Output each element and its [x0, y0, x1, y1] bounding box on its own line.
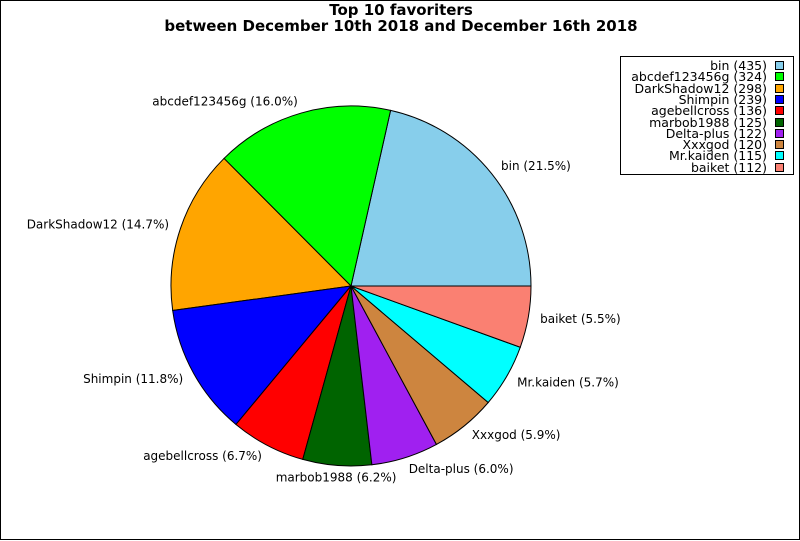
- pie-label-shimpin: Shimpin (11.8%): [83, 372, 183, 386]
- pie-slice-abcdef123456g: [223, 105, 392, 287]
- legend-swatch: [775, 83, 784, 93]
- pie-label-xxxgod: Xxxgod (5.9%): [472, 428, 561, 442]
- pie-slice-bin: [350, 109, 532, 287]
- pie-label-agebellcross: agebellcross (6.7%): [143, 449, 262, 463]
- legend-swatch: [775, 151, 784, 161]
- legend-item: abcdef123456g (324): [621, 69, 791, 85]
- legend-label: Delta-plus (122): [665, 125, 767, 141]
- pie-label-mr-kaiden: Mr.kaiden (5.7%): [517, 375, 619, 389]
- pie-label-marbob1988: marbob1988 (6.2%): [276, 470, 397, 484]
- legend-label: Shimpin (239): [678, 91, 767, 107]
- legend-label: baiket (112): [690, 159, 767, 175]
- legend-label: agebellcross (136): [651, 103, 767, 119]
- pie-label-baiket: baiket (5.5%): [540, 312, 621, 326]
- legend-item: Shimpin (239): [621, 91, 791, 107]
- legend-item: marbob1988 (125): [621, 114, 791, 130]
- legend-label: bin (435): [710, 58, 767, 73]
- chart-title: Top 10 favoriters between December 10th …: [1, 2, 800, 34]
- legend-item: Mr.kaiden (115): [621, 148, 791, 164]
- pie-label-delta-plus: Delta-plus (6.0%): [409, 462, 514, 476]
- chart-title-line-2: between December 10th 2018 and December …: [164, 17, 638, 35]
- legend-label: marbob1988 (125): [649, 114, 767, 130]
- legend-swatch: [775, 162, 784, 172]
- legend-item: baiket (112): [621, 159, 791, 175]
- legend-swatch: [775, 128, 784, 138]
- legend-item: bin (435): [621, 58, 791, 73]
- pie-slice-shimpin: [172, 285, 353, 426]
- legend-swatch: [775, 117, 784, 127]
- chart-title-line-1: Top 10 favoriters: [329, 1, 473, 19]
- legend-item: Delta-plus (122): [621, 125, 791, 141]
- legend-label: Xxxgod (120): [682, 137, 767, 153]
- legend-label: DarkShadow12 (298): [634, 80, 767, 96]
- legend-swatch: [775, 72, 784, 82]
- pie-label-bin: bin (21.5%): [501, 159, 571, 173]
- pie-label-abcdef123456g: abcdef123456g (16.0%): [152, 95, 298, 109]
- legend-item: agebellcross (136): [621, 103, 791, 119]
- legend-label: abcdef123456g (324): [631, 69, 767, 85]
- legend-swatch: [775, 61, 784, 70]
- legend-item: Xxxgod (120): [621, 137, 791, 153]
- legend-label: Mr.kaiden (115): [668, 148, 767, 164]
- pie-slice-baiket: [350, 285, 532, 348]
- legend-swatch: [775, 94, 784, 104]
- legend-swatch: [775, 106, 784, 116]
- chart-legend: bin (435) abcdef123456g (324) DarkShadow12…: [620, 56, 794, 175]
- legend-item: DarkShadow12 (298): [621, 80, 791, 96]
- pie-slice-darkshadow12: [170, 157, 353, 312]
- legend-swatch: [775, 140, 784, 150]
- pie-label-darkshadow12: DarkShadow12 (14.7%): [27, 218, 169, 232]
